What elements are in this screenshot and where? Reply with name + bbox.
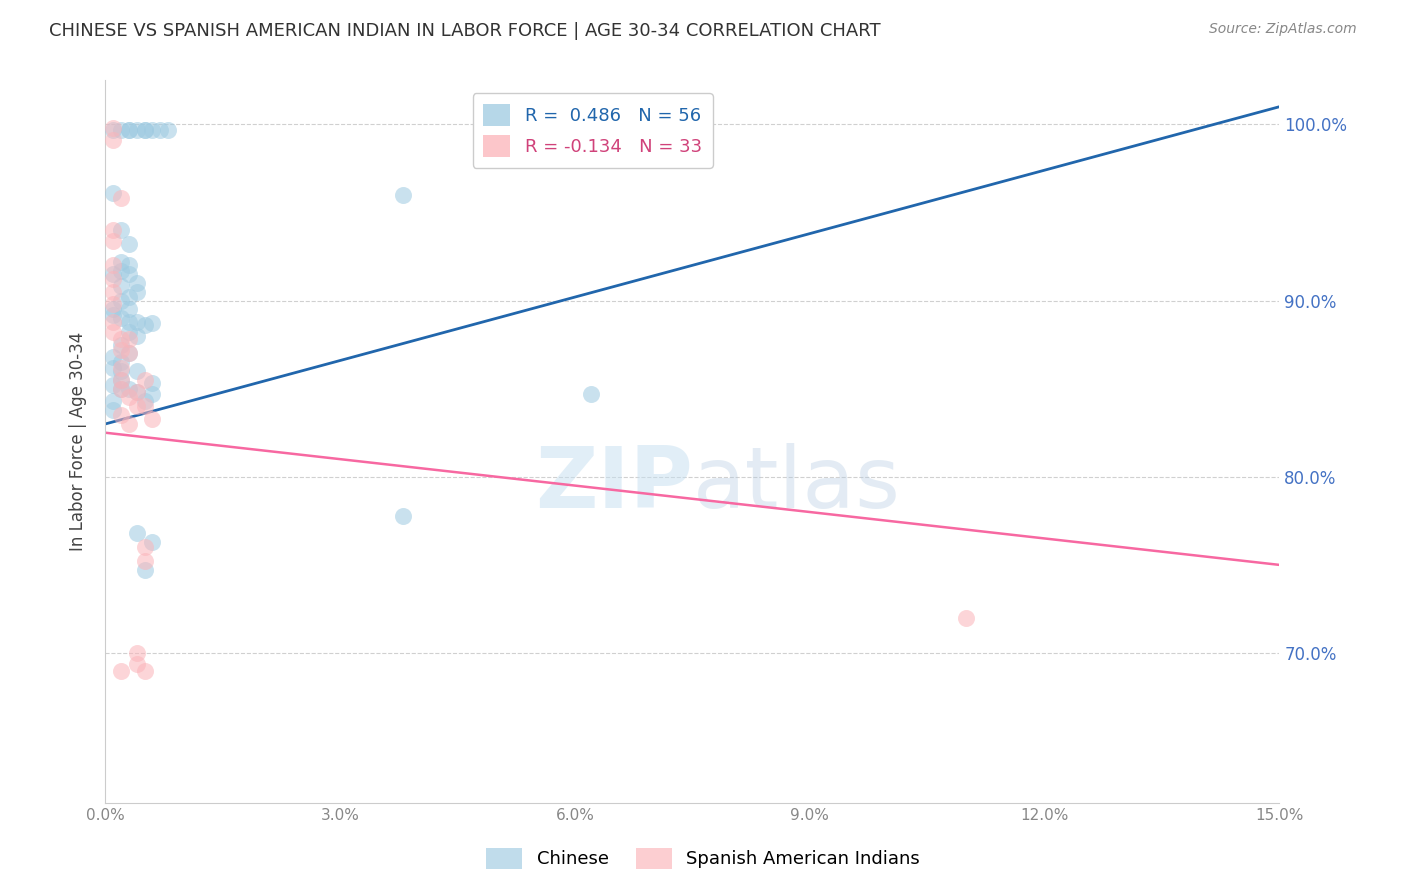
- Point: [134, 554, 156, 568]
- Point: [125, 399, 148, 413]
- Point: [118, 302, 141, 317]
- Point: [125, 122, 148, 136]
- Point: [125, 328, 148, 343]
- Point: [118, 122, 141, 136]
- Point: [103, 272, 125, 286]
- Point: [103, 302, 125, 317]
- Point: [110, 332, 132, 346]
- Point: [110, 191, 132, 205]
- Point: [110, 382, 132, 396]
- Text: ZIP: ZIP: [534, 443, 693, 526]
- Point: [110, 408, 132, 422]
- Point: [110, 373, 132, 387]
- Y-axis label: In Labor Force | Age 30-34: In Labor Force | Age 30-34: [69, 332, 87, 551]
- Point: [125, 657, 148, 671]
- Text: atlas: atlas: [693, 443, 900, 526]
- Point: [103, 350, 125, 364]
- Point: [141, 535, 163, 549]
- Point: [118, 346, 141, 360]
- Point: [103, 186, 125, 200]
- Point: [125, 285, 148, 299]
- Point: [103, 133, 125, 147]
- Point: [134, 122, 156, 136]
- Point: [110, 122, 132, 136]
- Point: [125, 385, 148, 400]
- Point: [118, 391, 141, 405]
- Point: [103, 258, 125, 272]
- Point: [125, 385, 148, 400]
- Point: [110, 254, 132, 268]
- Point: [110, 337, 132, 351]
- Point: [103, 234, 125, 248]
- Point: [103, 285, 125, 299]
- Point: [110, 382, 132, 396]
- Point: [103, 402, 125, 417]
- Point: [392, 508, 415, 523]
- Point: [118, 258, 141, 272]
- Point: [134, 664, 156, 678]
- Point: [157, 122, 180, 136]
- Point: [134, 373, 156, 387]
- Point: [103, 120, 125, 135]
- Point: [141, 376, 163, 391]
- Point: [118, 417, 141, 431]
- Point: [392, 187, 415, 202]
- Point: [110, 311, 132, 326]
- Point: [103, 122, 125, 136]
- Point: [118, 326, 141, 340]
- Point: [103, 315, 125, 329]
- Point: [118, 122, 141, 136]
- Point: [134, 563, 156, 577]
- Point: [125, 364, 148, 378]
- Point: [141, 387, 163, 401]
- Point: [103, 378, 125, 392]
- Point: [103, 223, 125, 237]
- Point: [103, 360, 125, 375]
- Point: [118, 237, 141, 252]
- Point: [118, 290, 141, 304]
- Point: [118, 332, 141, 346]
- Point: [110, 293, 132, 308]
- Legend: R =  0.486   N = 56, R = -0.134   N = 33: R = 0.486 N = 56, R = -0.134 N = 33: [472, 93, 713, 168]
- Point: [110, 263, 132, 277]
- Legend: Chinese, Spanish American Indians: Chinese, Spanish American Indians: [479, 840, 927, 876]
- Point: [134, 399, 156, 413]
- Point: [118, 315, 141, 329]
- Point: [125, 315, 148, 329]
- Point: [110, 373, 132, 387]
- Point: [110, 355, 132, 369]
- Point: [118, 267, 141, 281]
- Text: CHINESE VS SPANISH AMERICAN INDIAN IN LABOR FORCE | AGE 30-34 CORRELATION CHART: CHINESE VS SPANISH AMERICAN INDIAN IN LA…: [49, 22, 880, 40]
- Point: [110, 343, 132, 357]
- Point: [110, 279, 132, 293]
- Point: [125, 646, 148, 660]
- Point: [110, 223, 132, 237]
- Point: [103, 394, 125, 409]
- Point: [955, 611, 977, 625]
- Point: [110, 364, 132, 378]
- Point: [103, 326, 125, 340]
- Point: [103, 267, 125, 281]
- Point: [579, 387, 602, 401]
- Point: [110, 360, 132, 375]
- Point: [134, 394, 156, 409]
- Point: [134, 318, 156, 333]
- Point: [118, 382, 141, 396]
- Point: [110, 664, 132, 678]
- Point: [103, 297, 125, 311]
- Text: Source: ZipAtlas.com: Source: ZipAtlas.com: [1209, 22, 1357, 37]
- Point: [125, 276, 148, 290]
- Point: [149, 122, 172, 136]
- Point: [141, 122, 163, 136]
- Point: [141, 411, 163, 425]
- Point: [125, 526, 148, 541]
- Point: [103, 308, 125, 322]
- Point: [118, 346, 141, 360]
- Point: [134, 122, 156, 136]
- Point: [141, 317, 163, 331]
- Point: [134, 541, 156, 555]
